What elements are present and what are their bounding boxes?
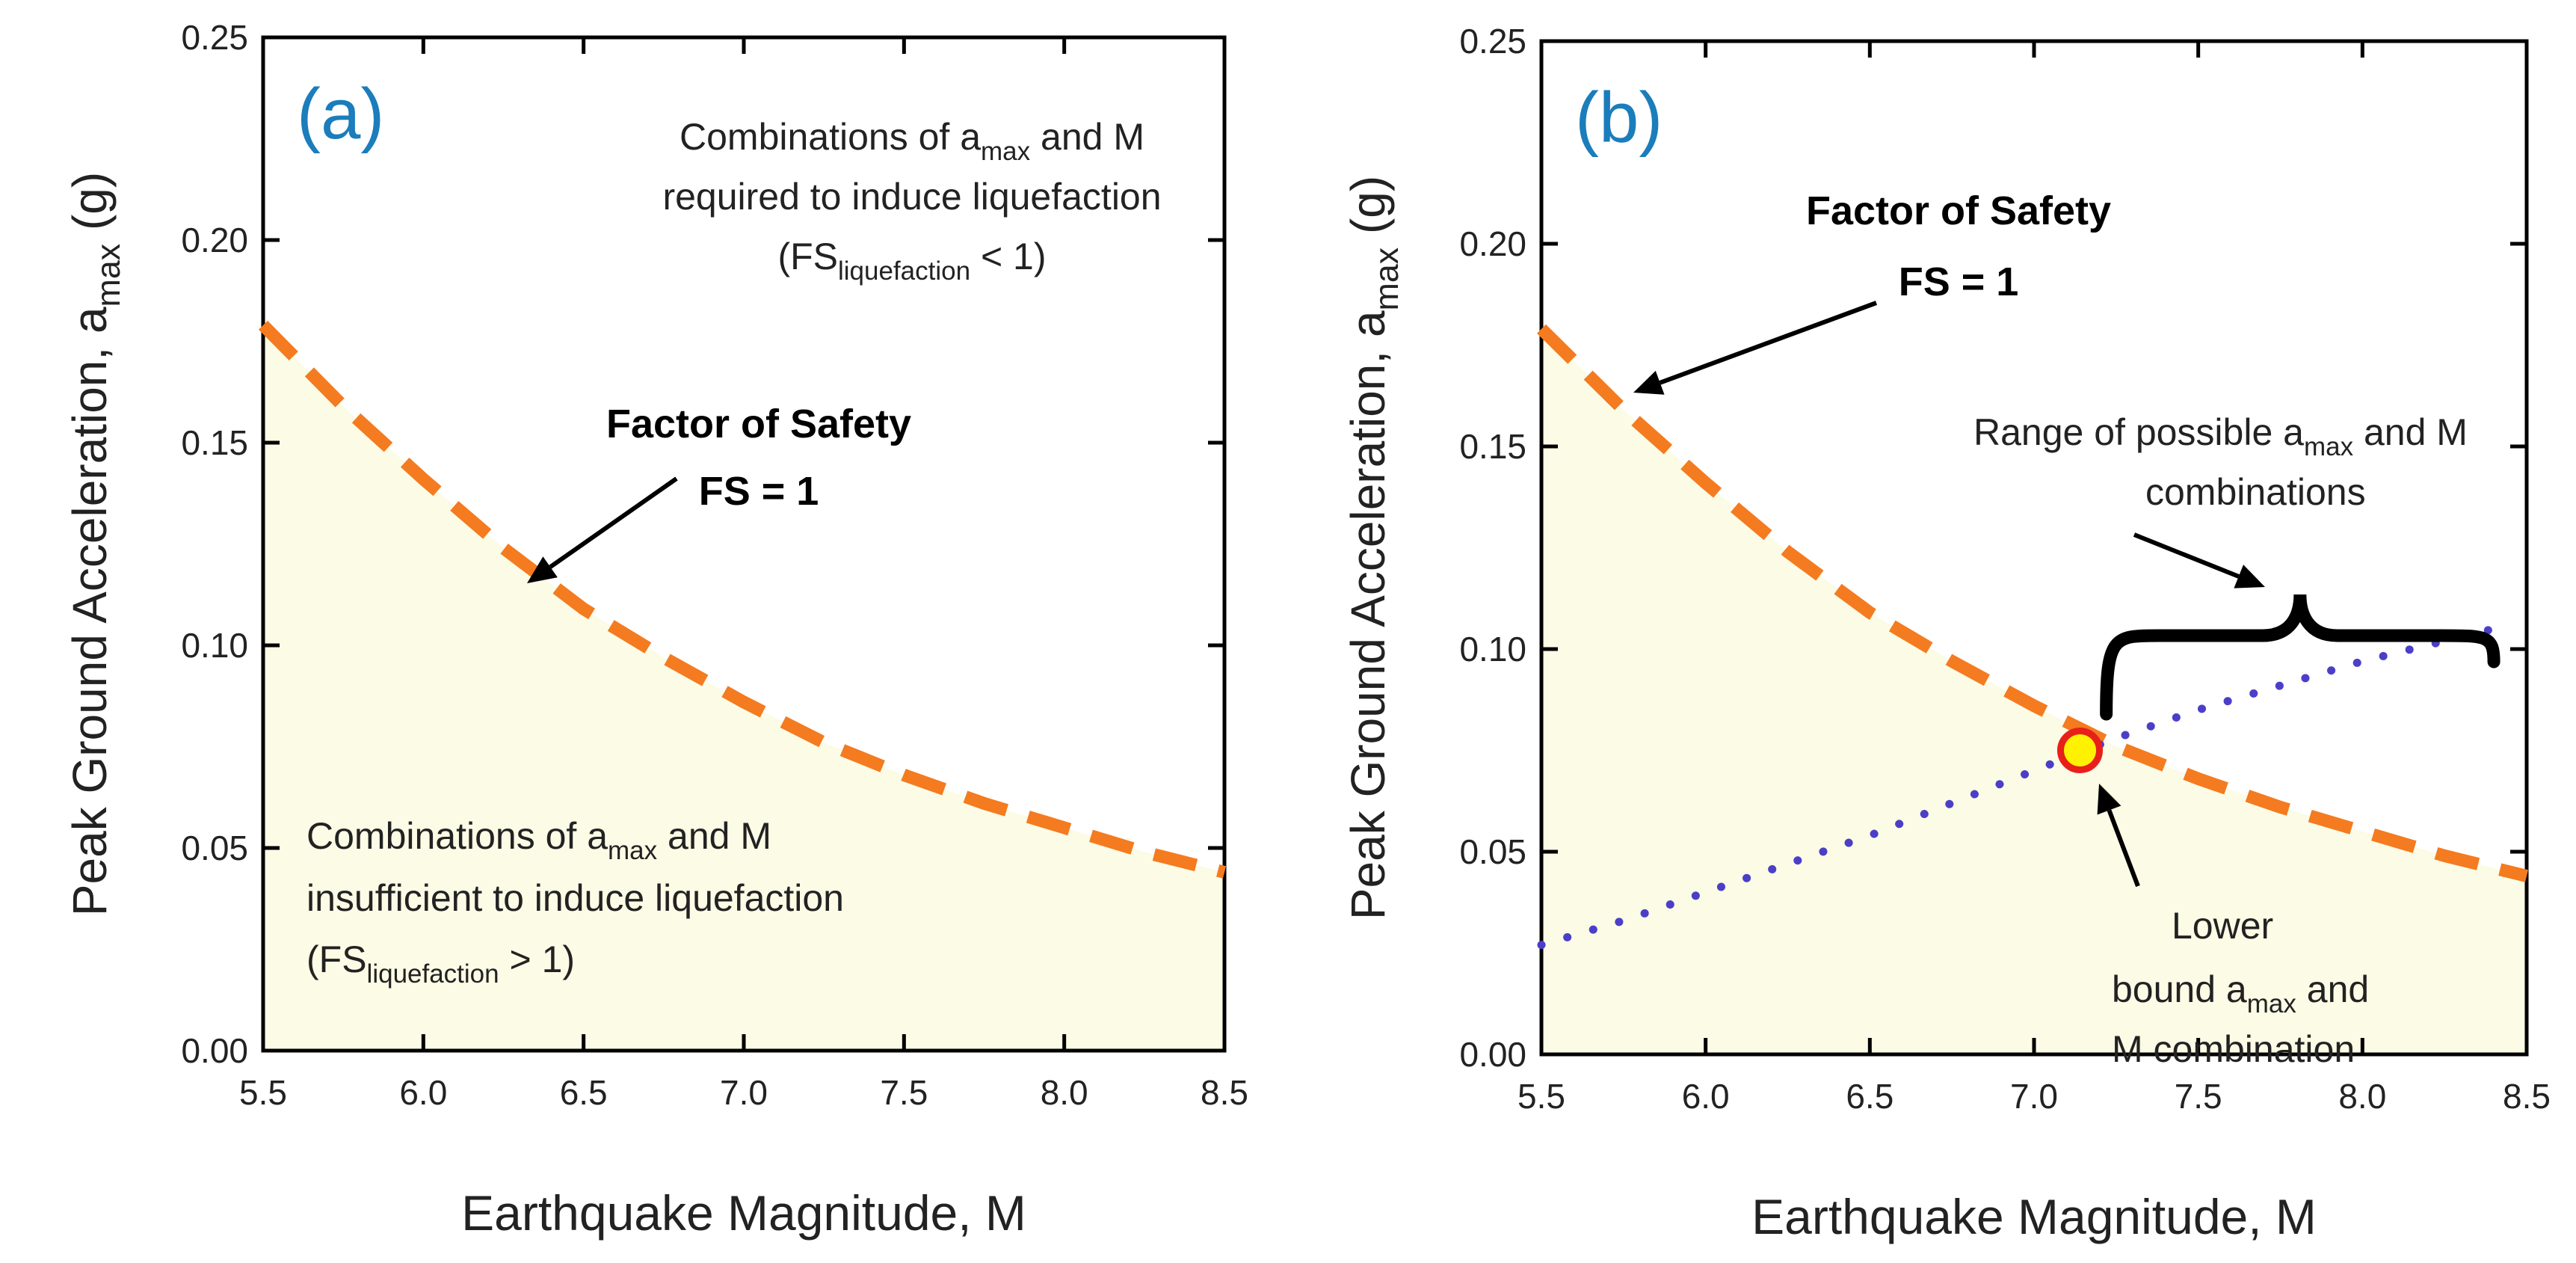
- y-axis-title: Peak Ground Acceleration, amax (g): [1341, 176, 1405, 920]
- y-tick-label: 0.20: [181, 221, 248, 259]
- x-tick-label: 7.0: [720, 1073, 768, 1112]
- x-tick-label: 7.0: [2010, 1077, 2058, 1116]
- x-axis: 5.5 6.0 6.5 7.0 7.5 8.0 8.5: [1517, 41, 2551, 1116]
- x-tick-label: 6.0: [1682, 1077, 1730, 1116]
- x-tick-label: 8.5: [1201, 1073, 1248, 1112]
- panel-label: (a): [297, 74, 384, 154]
- y-axis-title: Peak Ground Acceleration, amax (g): [63, 172, 127, 916]
- fs-label-value: FS = 1: [1899, 259, 2019, 304]
- x-tick-label: 8.5: [2503, 1077, 2551, 1116]
- annotation-lower-line: Combinations of amax and M: [306, 815, 771, 865]
- y-tick-label: 0.00: [1459, 1035, 1526, 1074]
- annotation-upper: Combinations of amax and M required to in…: [662, 116, 1161, 286]
- annotation-upper-line: (FSliquefaction < 1): [777, 236, 1046, 286]
- lower-bound-line: Lower: [2172, 905, 2273, 947]
- fs-label-value: FS = 1: [699, 469, 819, 514]
- x-axis-title: Earthquake Magnitude, M: [461, 1185, 1026, 1241]
- y-tick-label: 0.25: [181, 18, 248, 57]
- safe-region: [263, 325, 1224, 1051]
- panel-a: 5.5 6.0 6.5 7.0 7.5 8.0 8.5 0.00 0.05 0.10 0.15 0.2…: [63, 18, 1248, 1241]
- x-axis-title: Earthquake Magnitude, M: [1751, 1189, 2317, 1244]
- y-tick-label: 0.15: [1459, 427, 1526, 466]
- annotation-fs: Factor of Safety FS = 1: [1806, 188, 2111, 304]
- x-tick-label: 5.5: [1517, 1077, 1565, 1116]
- fs-arrow: [1633, 301, 1878, 395]
- annotation-range: Range of possible amax and M combinations: [1973, 411, 2468, 513]
- y-axis: 0.00 0.05 0.10 0.15 0.20 0.25: [1459, 22, 2527, 1074]
- range-line: combinations: [2145, 471, 2366, 513]
- range-brace: [2100, 594, 2500, 721]
- safe-region: [1541, 328, 2527, 1054]
- panel-b: 5.5 6.0 6.5 7.0 7.5 8.0 8.5 0.00 0.05 0.10 0.15 0.2…: [1341, 22, 2551, 1244]
- annotation-fs: Factor of Safety FS = 1: [606, 402, 911, 514]
- y-tick-label: 0.10: [1459, 630, 1526, 669]
- y-tick-label: 0.20: [1459, 224, 1526, 263]
- x-tick-label: 6.5: [560, 1073, 608, 1112]
- lower-bound-line: bound amax and: [2112, 968, 2369, 1018]
- fs-label-title: Factor of Safety: [606, 402, 911, 446]
- annotation-lower: Combinations of amax and M insufficient t…: [306, 815, 844, 989]
- annotation-lower-line: insufficient to induce liquefaction: [306, 877, 844, 919]
- y-axis: 0.00 0.05 0.10 0.15 0.20 0.25: [181, 18, 1224, 1070]
- y-tick-label: 0.25: [1459, 22, 1526, 61]
- fs-curve: [258, 320, 1227, 879]
- annotation-lower-line: (FSliquefaction > 1): [306, 938, 575, 989]
- fs-label-title: Factor of Safety: [1806, 188, 2111, 233]
- fs-curve: [1537, 324, 2529, 882]
- y-tick-label: 0.05: [1459, 832, 1526, 871]
- lower-bound-line: M combination: [2112, 1028, 2355, 1070]
- x-tick-label: 6.0: [399, 1073, 447, 1112]
- y-tick-label: 0.15: [181, 423, 248, 462]
- y-axis-title-text: Peak Ground Acceleration, amax (g): [63, 172, 127, 916]
- x-tick-label: 5.5: [239, 1073, 287, 1112]
- range-arrow: [2133, 532, 2265, 589]
- x-tick-label: 8.0: [1041, 1073, 1088, 1112]
- lower-bound-arrow: [2097, 784, 2140, 888]
- fs-arrow: [527, 476, 678, 583]
- x-tick-label: 8.0: [2338, 1077, 2386, 1116]
- y-axis-title-text: Peak Ground Acceleration, amax (g): [1341, 176, 1405, 920]
- intersection-point: [2057, 728, 2104, 773]
- y-tick-label: 0.05: [181, 829, 248, 867]
- x-tick-label: 7.5: [880, 1073, 928, 1112]
- annotation-upper-line: Combinations of amax and M: [680, 116, 1144, 166]
- x-axis: 5.5 6.0 6.5 7.0 7.5 8.0 8.5: [239, 37, 1248, 1112]
- x-tick-label: 6.5: [1846, 1077, 1894, 1116]
- annotation-lower-bound: Lower bound amax and M combination: [2112, 905, 2369, 1070]
- y-tick-label: 0.10: [181, 626, 248, 665]
- x-tick-label: 7.5: [2175, 1077, 2222, 1116]
- panel-label: (b): [1575, 78, 1663, 158]
- y-tick-label: 0.00: [181, 1031, 248, 1070]
- annotation-upper-line: required to induce liquefaction: [662, 176, 1161, 218]
- range-line: Range of possible amax and M: [1973, 411, 2468, 461]
